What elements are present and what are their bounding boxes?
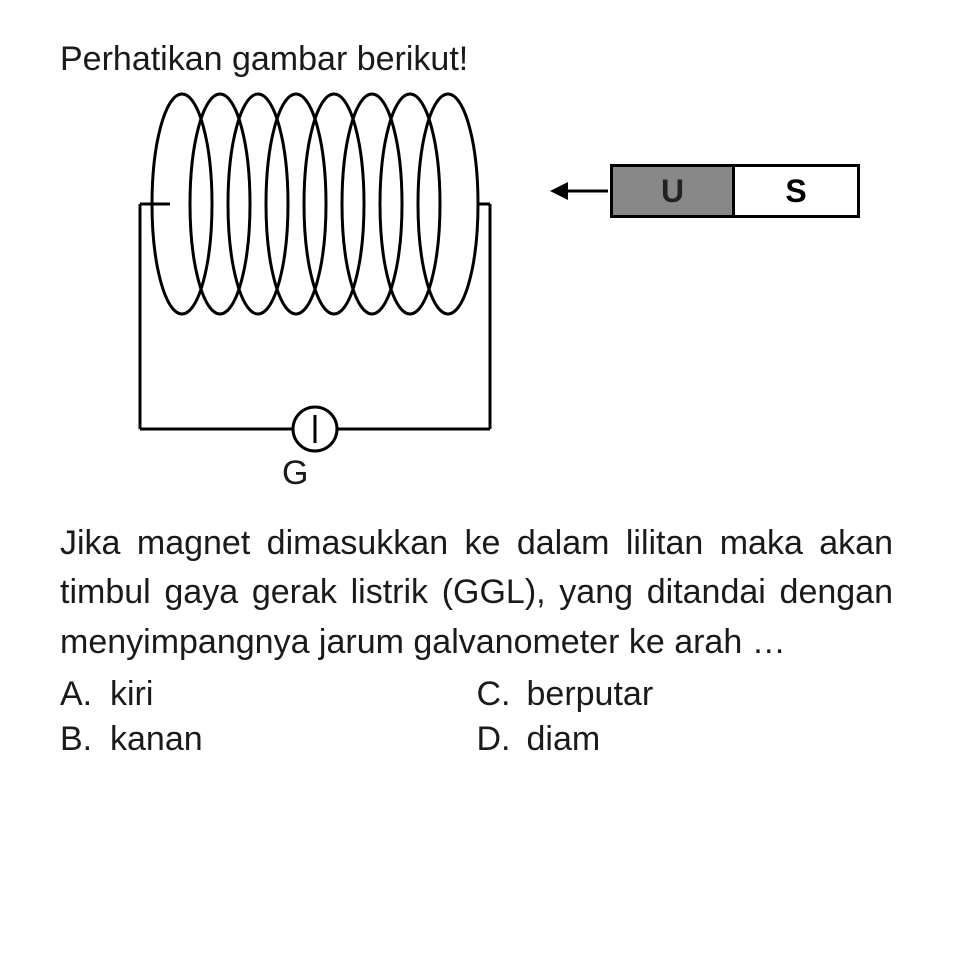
magnet-south-pole: S (735, 167, 857, 215)
galvanometer-label: G (282, 454, 308, 493)
coil-loop (418, 94, 478, 314)
question-title: Perhatikan gambar berikut! (60, 40, 893, 79)
option-label: D. (477, 720, 527, 759)
coil-circuit (110, 89, 530, 494)
coil-loop (266, 94, 326, 314)
arrow-left-icon (550, 176, 610, 206)
answer-options: A. kiri C. berputar B. kanan D. diam (60, 675, 893, 759)
option-label: C. (477, 675, 527, 714)
circuit-svg (110, 89, 530, 489)
option-text: berputar (527, 675, 654, 714)
option-text: diam (527, 720, 601, 759)
option-text: kanan (110, 720, 203, 759)
option-label: B. (60, 720, 110, 759)
option-a[interactable]: A. kiri (60, 675, 477, 714)
option-text: kiri (110, 675, 153, 714)
magnet-assembly: U S (550, 164, 860, 218)
option-d[interactable]: D. diam (477, 720, 894, 759)
coil-loop (190, 94, 250, 314)
option-label: A. (60, 675, 110, 714)
question-container: Perhatikan gambar berikut! (60, 40, 893, 759)
coil-loop (228, 94, 288, 314)
magnet-north-pole: U (613, 167, 735, 215)
coil-loop (342, 94, 402, 314)
option-c[interactable]: C. berputar (477, 675, 894, 714)
coil-loop (380, 94, 440, 314)
coil-loop (304, 94, 364, 314)
physics-diagram: G U S (60, 89, 893, 509)
bar-magnet: U S (610, 164, 860, 218)
question-body: Jika magnet dimasukkan ke dalam lilitan … (60, 519, 893, 667)
option-b[interactable]: B. kanan (60, 720, 477, 759)
